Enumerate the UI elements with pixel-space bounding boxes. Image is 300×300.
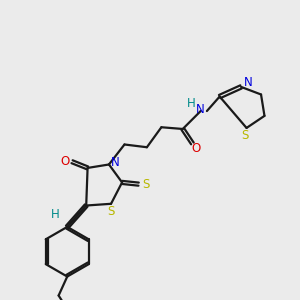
Text: N: N: [196, 103, 205, 116]
Text: S: S: [107, 205, 115, 218]
Text: N: N: [111, 156, 119, 169]
Text: N: N: [244, 76, 252, 89]
Text: H: H: [51, 208, 59, 221]
Text: O: O: [61, 154, 70, 167]
Text: O: O: [191, 142, 200, 155]
Text: S: S: [241, 129, 248, 142]
Text: S: S: [142, 178, 149, 190]
Text: H: H: [187, 97, 195, 110]
